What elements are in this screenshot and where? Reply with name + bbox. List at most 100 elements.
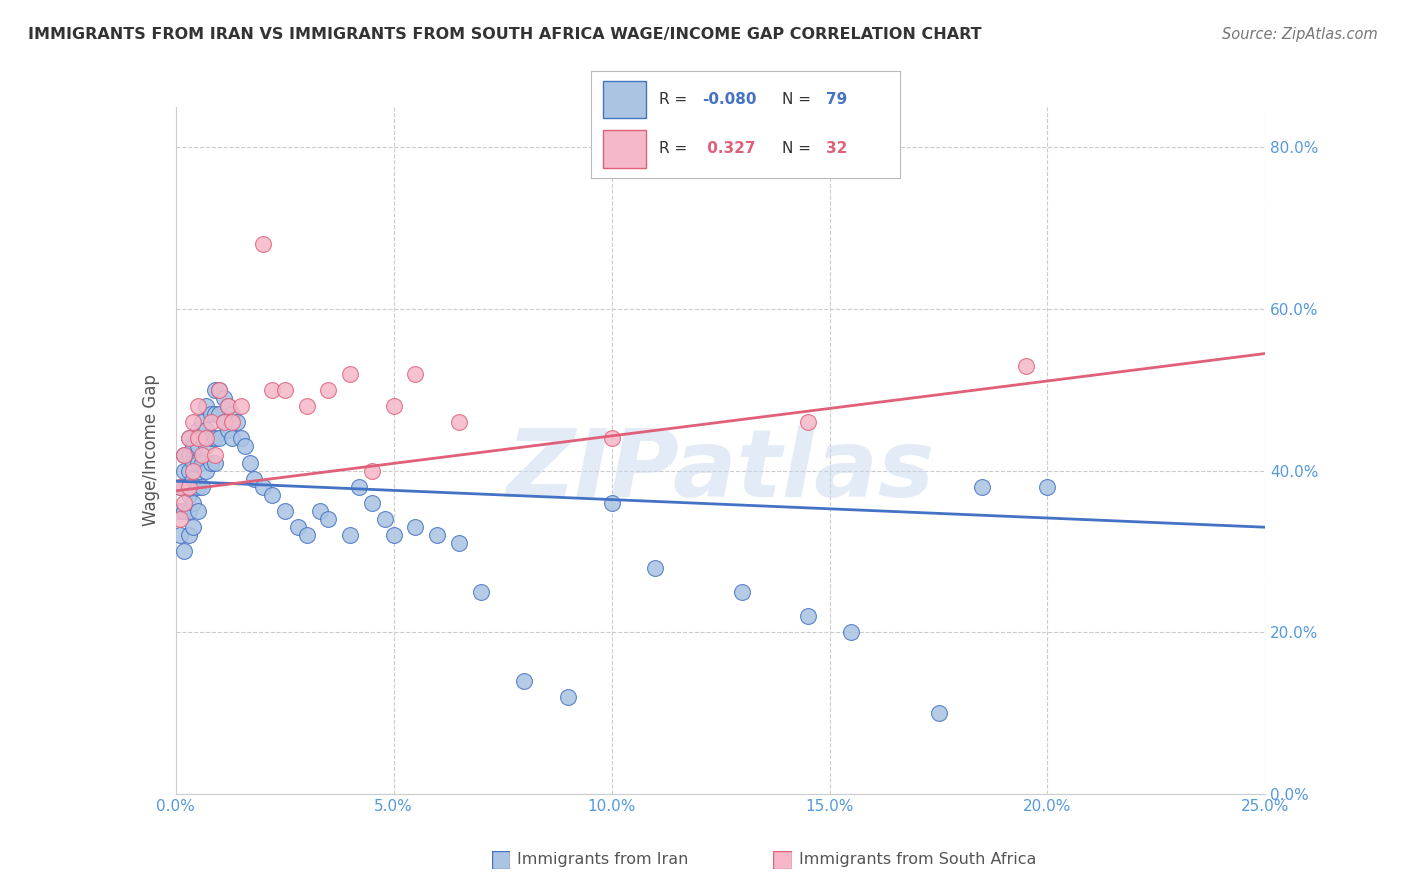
Point xyxy=(186,480,209,494)
Point xyxy=(204,407,226,421)
Point xyxy=(231,399,253,413)
Point xyxy=(195,439,218,453)
Point xyxy=(200,456,222,470)
Point xyxy=(177,504,200,518)
Point xyxy=(260,383,283,397)
Point xyxy=(382,399,405,413)
Point xyxy=(191,448,214,462)
Point xyxy=(181,520,204,534)
Point xyxy=(200,407,222,421)
Point xyxy=(252,237,274,252)
Point xyxy=(252,480,274,494)
Text: Immigrants from South Africa: Immigrants from South Africa xyxy=(799,853,1036,867)
Text: 32: 32 xyxy=(825,141,846,156)
Point xyxy=(841,625,863,640)
Point xyxy=(260,488,283,502)
Point xyxy=(208,383,231,397)
Point xyxy=(318,383,340,397)
Point xyxy=(191,415,214,429)
Point xyxy=(177,431,200,445)
Point xyxy=(204,431,226,445)
Point xyxy=(181,456,204,470)
Point xyxy=(173,448,195,462)
Text: Immigrants from Iran: Immigrants from Iran xyxy=(517,853,689,867)
Point xyxy=(195,399,218,413)
Point xyxy=(374,512,396,526)
Text: 0.327: 0.327 xyxy=(702,141,755,156)
Point xyxy=(181,496,204,510)
Point xyxy=(186,439,209,453)
Point xyxy=(239,456,262,470)
Point xyxy=(557,690,579,704)
Point xyxy=(318,512,340,526)
Point xyxy=(221,431,243,445)
Text: 79: 79 xyxy=(825,92,846,107)
Point xyxy=(796,609,818,624)
Point xyxy=(173,464,195,478)
Point xyxy=(195,431,218,445)
Point xyxy=(191,480,214,494)
Point xyxy=(221,407,243,421)
Point xyxy=(347,480,370,494)
Point xyxy=(928,706,950,720)
Point xyxy=(177,448,200,462)
Point xyxy=(169,528,191,542)
Point xyxy=(169,512,191,526)
Point xyxy=(796,415,818,429)
Point xyxy=(181,415,204,429)
Point xyxy=(243,472,266,486)
Point xyxy=(186,423,209,437)
Text: R =: R = xyxy=(658,92,692,107)
Point xyxy=(339,367,361,381)
Point xyxy=(225,415,247,429)
Point xyxy=(181,439,204,453)
Point xyxy=(600,431,623,445)
Point xyxy=(274,504,297,518)
Text: N =: N = xyxy=(782,92,815,107)
Point xyxy=(191,456,214,470)
Point xyxy=(173,544,195,558)
Point xyxy=(295,528,318,542)
Point xyxy=(173,448,195,462)
FancyBboxPatch shape xyxy=(603,81,647,119)
Point xyxy=(1036,480,1059,494)
Point xyxy=(169,480,191,494)
Point xyxy=(208,431,231,445)
Point xyxy=(235,439,257,453)
Point xyxy=(217,399,239,413)
Point xyxy=(217,399,239,413)
Point xyxy=(287,520,309,534)
Point xyxy=(212,391,235,405)
Point xyxy=(212,415,235,429)
Point xyxy=(169,480,191,494)
Point xyxy=(204,383,226,397)
Text: -0.080: -0.080 xyxy=(702,92,756,107)
Point xyxy=(186,431,209,445)
Point xyxy=(208,383,231,397)
Point xyxy=(212,415,235,429)
Point xyxy=(360,496,382,510)
Y-axis label: Wage/Income Gap: Wage/Income Gap xyxy=(142,375,160,526)
Point xyxy=(231,431,253,445)
Point xyxy=(360,464,382,478)
Point xyxy=(177,488,200,502)
Text: N =: N = xyxy=(782,141,815,156)
Point xyxy=(173,496,195,510)
Point xyxy=(195,423,218,437)
Point xyxy=(195,464,218,478)
Text: R =: R = xyxy=(658,141,692,156)
Point xyxy=(200,415,222,429)
Point xyxy=(970,480,993,494)
Point xyxy=(177,431,200,445)
Point xyxy=(177,528,200,542)
Point xyxy=(382,528,405,542)
Point xyxy=(181,464,204,478)
Text: ZIPatlas: ZIPatlas xyxy=(506,425,935,517)
Point xyxy=(274,383,297,397)
Point xyxy=(191,431,214,445)
Point xyxy=(217,423,239,437)
Point xyxy=(177,464,200,478)
Point xyxy=(731,585,754,599)
Point xyxy=(186,399,209,413)
Point xyxy=(600,496,623,510)
